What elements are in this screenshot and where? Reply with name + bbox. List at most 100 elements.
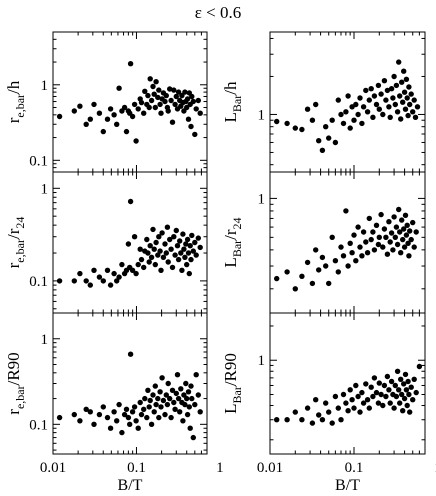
data-point	[155, 94, 161, 101]
data-point	[332, 258, 339, 264]
data-point	[182, 89, 188, 95]
data-point	[370, 114, 376, 121]
data-point	[398, 376, 404, 382]
data-point	[142, 88, 148, 95]
data-point	[387, 400, 393, 406]
data-point	[193, 372, 199, 378]
data-point	[370, 229, 376, 235]
data-point	[163, 392, 169, 398]
data-point	[388, 86, 395, 92]
data-point	[329, 420, 335, 426]
data-point	[405, 112, 411, 119]
data-point	[299, 273, 305, 279]
data-point	[168, 246, 174, 252]
data-point	[332, 393, 339, 400]
y-axis-title: LBar/r24	[221, 217, 244, 267]
data-point	[403, 76, 410, 83]
data-point	[363, 87, 369, 94]
data-point	[146, 104, 152, 111]
data-point	[185, 250, 192, 256]
x-tick-label: 0.01	[257, 460, 283, 476]
data-point	[133, 270, 139, 277]
data-point	[163, 92, 169, 99]
data-point	[402, 212, 409, 218]
data-point	[129, 113, 136, 120]
data-point	[376, 380, 382, 386]
data-point	[408, 384, 414, 390]
y-tick-label: 1	[258, 191, 266, 207]
x-tick-label: 0.1	[127, 460, 146, 476]
data-point	[393, 224, 400, 230]
data-point	[387, 114, 393, 121]
data-point	[138, 411, 145, 418]
data-point	[148, 421, 155, 427]
data-point	[407, 228, 413, 234]
data-point	[164, 224, 171, 230]
data-point	[168, 97, 174, 104]
data-point	[158, 404, 164, 410]
data-point	[299, 126, 305, 133]
data-point	[189, 93, 195, 100]
data-point	[393, 82, 400, 89]
figure-title: ε < 0.6	[195, 3, 241, 22]
data-point	[184, 395, 190, 402]
data-point	[378, 211, 384, 218]
data-point	[410, 219, 416, 226]
data-point	[157, 389, 163, 395]
data-point	[284, 269, 290, 275]
data-point	[371, 375, 378, 381]
data-point	[127, 421, 133, 427]
data-point	[360, 104, 367, 110]
data-point	[180, 418, 186, 424]
data-point	[364, 397, 371, 403]
data-point	[104, 267, 111, 273]
data-point	[340, 391, 347, 398]
data-point	[164, 401, 171, 408]
data-point	[347, 387, 353, 393]
plot-frame	[269, 171, 426, 314]
data-point	[171, 87, 177, 93]
data-point	[397, 93, 403, 99]
data-point	[345, 93, 351, 99]
data-point	[141, 110, 147, 116]
data-point	[274, 118, 280, 125]
y-axis-title: LBar/R90	[221, 353, 244, 414]
data-point	[355, 224, 361, 230]
data-point	[375, 400, 382, 406]
data-point	[153, 79, 159, 85]
data-point	[174, 243, 181, 249]
data-point	[146, 259, 152, 265]
data-point	[119, 261, 125, 268]
data-point	[373, 222, 380, 228]
data-point	[329, 234, 335, 240]
data-point	[309, 280, 316, 287]
data-point	[168, 414, 174, 421]
data-point	[364, 109, 371, 115]
data-point	[351, 405, 357, 411]
data-point	[162, 98, 168, 105]
data-point	[323, 124, 329, 130]
data-point	[148, 97, 155, 104]
data-point	[186, 404, 192, 410]
data-point	[135, 261, 141, 268]
data-point	[274, 275, 280, 282]
data-point	[186, 270, 192, 277]
data-point	[384, 251, 391, 257]
data-point	[347, 125, 353, 131]
data-point	[343, 400, 349, 406]
data-point	[133, 138, 139, 144]
data-point	[309, 117, 316, 123]
data-point	[403, 232, 410, 238]
data-point	[121, 411, 128, 418]
data-point	[141, 406, 147, 412]
data-point	[383, 234, 389, 240]
data-point	[411, 244, 417, 250]
data-point	[338, 111, 344, 118]
data-point	[129, 267, 136, 273]
data-point	[299, 417, 305, 423]
y-axis-title: re,bar/R90	[4, 352, 27, 414]
data-point	[353, 382, 359, 389]
data-point	[182, 254, 188, 260]
data-point	[373, 101, 380, 108]
x-tick-label: 0.1	[345, 460, 364, 476]
